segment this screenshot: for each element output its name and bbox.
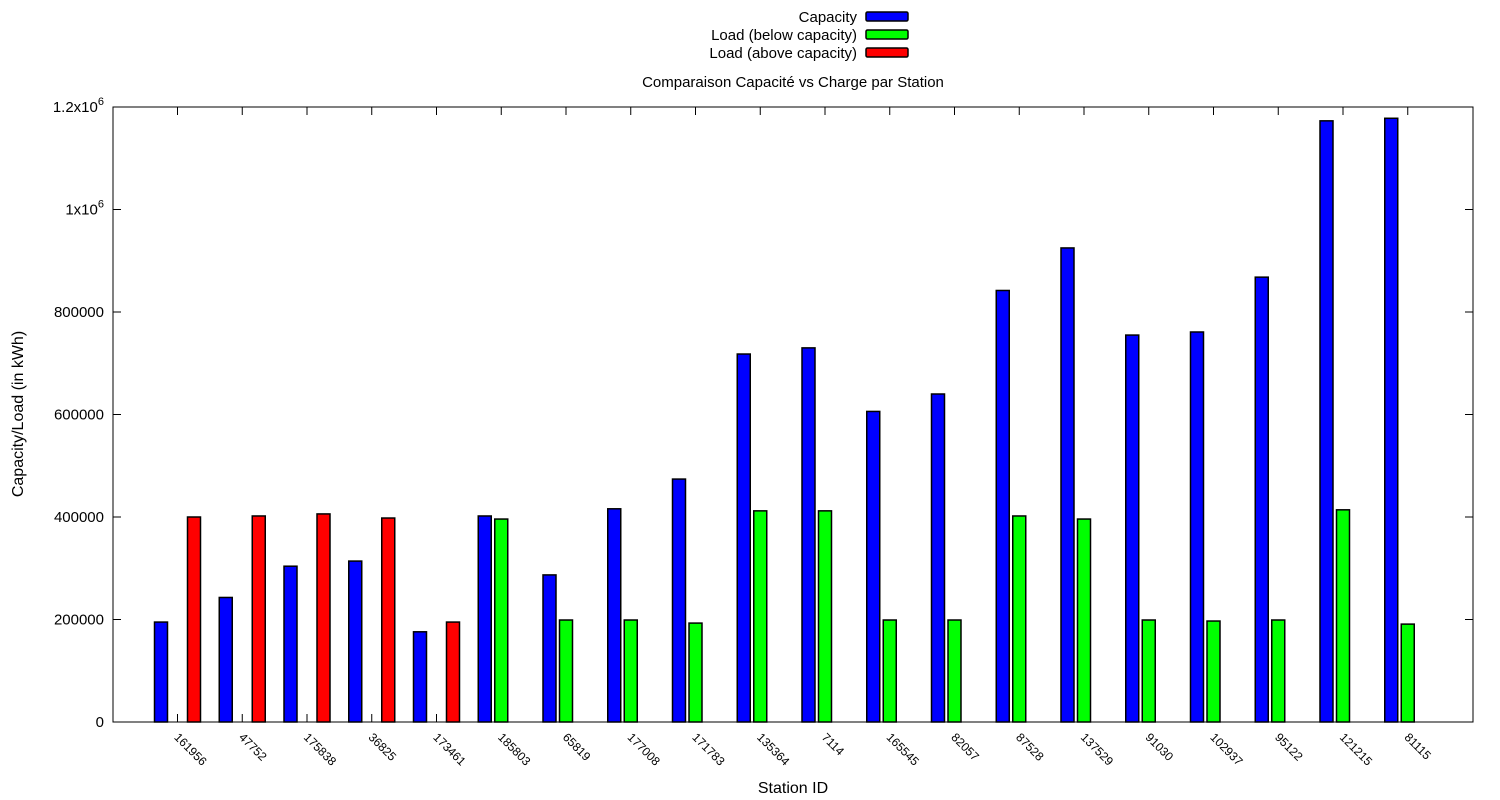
capacity-bar [542,574,557,723]
capacity-bar [348,560,363,723]
load-below-bar [817,510,833,723]
load-below-bar [1206,620,1221,723]
capacity-bar [1254,276,1269,723]
y-tick-label: 600000 [54,407,104,424]
legend-label: Load (above capacity) [709,45,857,62]
capacity-bar [866,410,881,723]
load-below-bar [688,622,703,723]
legend-swatch [865,29,909,40]
capacity-bar [153,621,169,723]
capacity-bar [1384,117,1399,723]
capacity-bar [1060,247,1075,723]
y-tick-label: 0 [96,714,104,731]
load-above-bar [251,515,266,723]
legend-swatch [865,11,909,22]
load-below-bar [1141,619,1156,723]
capacity-bar [930,393,946,723]
capacity-bar [218,596,233,723]
load-below-bar [494,518,509,723]
y-tick-label: 400000 [54,509,104,526]
capacity-bar [801,347,816,723]
capacity-bar [995,289,1010,723]
load-below-bar [1076,518,1092,723]
y-tick-label: 200000 [54,612,104,629]
y-tick-label: 1x106 [65,199,104,219]
capacity-bar [736,353,751,723]
capacity-bar [671,478,687,723]
y-tick-label: 1.2x106 [53,96,104,116]
load-below-bar [623,619,638,723]
legend-label: Load (below capacity) [711,27,857,44]
legend-label: Capacity [799,9,858,26]
load-above-bar [445,621,461,723]
load-below-bar [1271,619,1286,723]
capacity-bar [1125,334,1140,723]
capacity-bar [412,631,428,723]
load-below-bar [1335,509,1351,723]
capacity-bar [283,565,298,723]
load-below-bar [558,619,574,723]
x-axis-label: Station ID [758,780,828,797]
legend-swatch [865,47,909,58]
y-tick-label: 800000 [54,304,104,321]
load-above-bar [316,513,331,723]
capacity-bar [1189,331,1205,723]
load-below-bar [947,619,962,723]
y-tick-exponent: 6 [98,199,104,211]
load-below-bar [1012,515,1027,723]
y-axis-label: Capacity/Load (in kWh) [10,331,27,497]
capacity-bar [1319,120,1334,723]
load-above-bar [186,516,202,723]
capacity-bar [607,508,622,723]
y-tick-exponent: 6 [98,96,104,108]
capacity-bar [477,515,492,723]
load-above-bar [381,517,396,723]
load-below-bar [753,510,768,723]
load-below-bar [1400,623,1415,723]
chart-title: Comparaison Capacité vs Charge par Stati… [642,74,944,91]
load-below-bar [882,619,897,723]
